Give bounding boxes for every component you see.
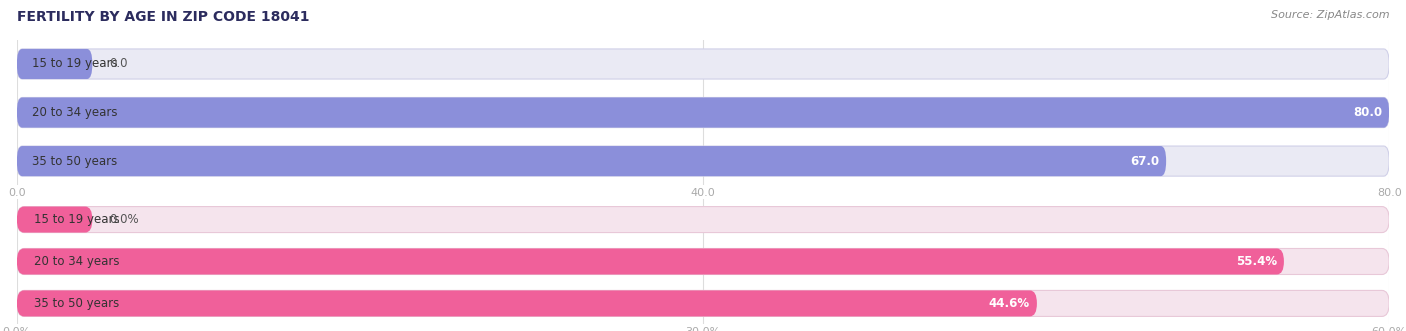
FancyBboxPatch shape	[17, 146, 1166, 176]
Text: 20 to 34 years: 20 to 34 years	[34, 255, 120, 268]
FancyBboxPatch shape	[17, 146, 1389, 176]
Text: 55.4%: 55.4%	[1236, 255, 1277, 268]
Text: 35 to 50 years: 35 to 50 years	[34, 297, 118, 310]
FancyBboxPatch shape	[17, 49, 93, 79]
FancyBboxPatch shape	[17, 290, 1036, 316]
FancyBboxPatch shape	[17, 98, 1389, 127]
Text: FERTILITY BY AGE IN ZIP CODE 18041: FERTILITY BY AGE IN ZIP CODE 18041	[17, 10, 309, 24]
Text: 15 to 19 years: 15 to 19 years	[34, 213, 120, 226]
FancyBboxPatch shape	[17, 249, 1284, 274]
Text: Source: ZipAtlas.com: Source: ZipAtlas.com	[1271, 10, 1389, 20]
Text: 0.0%: 0.0%	[108, 213, 138, 226]
Text: 15 to 19 years: 15 to 19 years	[32, 58, 118, 71]
FancyBboxPatch shape	[17, 249, 1389, 274]
Text: 80.0: 80.0	[1353, 106, 1382, 119]
Text: 20 to 34 years: 20 to 34 years	[32, 106, 118, 119]
Text: 44.6%: 44.6%	[988, 297, 1031, 310]
Text: 67.0: 67.0	[1130, 155, 1160, 167]
FancyBboxPatch shape	[17, 207, 1389, 233]
Text: 35 to 50 years: 35 to 50 years	[32, 155, 117, 167]
FancyBboxPatch shape	[17, 98, 1389, 127]
Text: 0.0: 0.0	[108, 58, 128, 71]
FancyBboxPatch shape	[17, 207, 93, 233]
FancyBboxPatch shape	[17, 49, 1389, 79]
FancyBboxPatch shape	[17, 290, 1389, 316]
